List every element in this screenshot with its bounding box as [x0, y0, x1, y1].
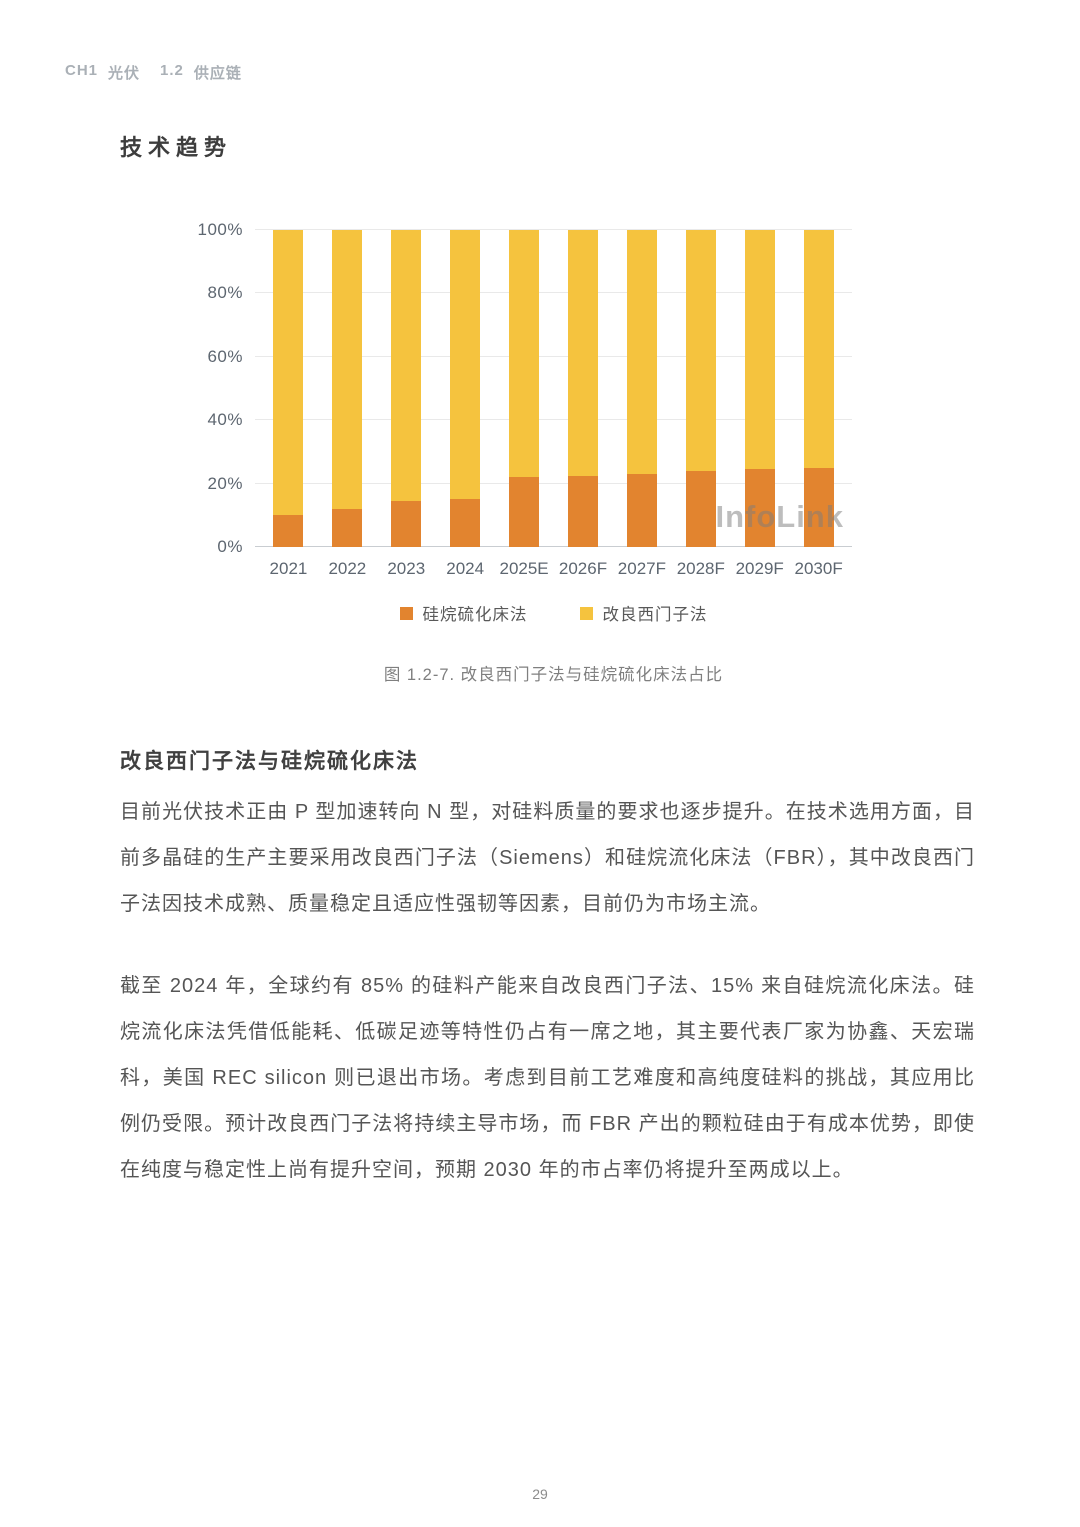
legend-label: 硅烷硫化床法	[422, 606, 528, 624]
stacked-bar-2022	[332, 230, 363, 547]
segment-siemens	[332, 230, 363, 509]
bar-2022	[318, 230, 377, 547]
segment-siemens	[567, 230, 598, 476]
breadcrumb-chapter-title: 光伏	[108, 65, 141, 82]
legend-label: 改良西门子法	[602, 606, 708, 624]
segment-fbr	[626, 474, 657, 547]
segment-siemens	[509, 230, 540, 478]
breadcrumb: CH1 光伏 1.2 供应链	[65, 62, 252, 83]
infolink-watermark: InfoLink	[715, 499, 844, 534]
segment-siemens	[391, 230, 422, 502]
segment-fbr	[391, 501, 422, 547]
page-title: 技术趋势	[120, 135, 233, 160]
x-tick-2023: 2023	[387, 559, 426, 578]
x-tick-2021: 2021	[269, 559, 308, 578]
legend-swatch-icon	[399, 606, 413, 620]
segment-siemens	[626, 230, 657, 475]
segment-siemens	[450, 230, 481, 500]
stacked-bar-2024	[450, 230, 481, 547]
segment-fbr	[273, 515, 304, 547]
bar-2023	[377, 230, 436, 547]
figure-caption: 图 1.2-7. 改良西门子法与硅烷硫化床法占比	[383, 666, 724, 684]
segment-siemens	[685, 230, 716, 471]
body-paragraph-1: 目前光伏技术正由 P 型加速转向 N 型，对硅料质量的要求也逐步提升。在技术选用…	[120, 801, 975, 915]
stacked-bar-2030F	[803, 230, 834, 547]
segment-siemens	[803, 230, 834, 468]
bars-row	[255, 230, 852, 547]
x-tick-2022: 2022	[328, 559, 367, 578]
segment-fbr	[567, 475, 598, 547]
segment-fbr	[509, 477, 540, 547]
chart-legend: 硅烷硫化床法 改良西门子法	[255, 601, 852, 625]
legend-item-0: 硅烷硫化床法	[399, 601, 528, 625]
x-axis-labels: 2021 2022 2023 2024 2025E 2026F 2027F 2028F 2029…	[255, 559, 852, 579]
breadcrumb-section-number: 1.2	[160, 62, 184, 79]
gridline-100	[255, 229, 852, 230]
x-tick-2027F: 2027F	[617, 559, 666, 578]
bar-2028F	[671, 230, 730, 547]
gridline-20	[255, 482, 852, 484]
gridline-80	[255, 292, 852, 294]
stacked-bar-2027F	[626, 230, 657, 547]
y-tick-label-80: 80%	[207, 283, 243, 303]
gridline-0	[255, 546, 852, 547]
x-tick-2028F: 2028F	[676, 559, 725, 578]
stacked-bar-2026F	[567, 230, 598, 547]
gridline-60	[255, 355, 852, 357]
plot-area: InfoLink 0% 20% 40% 60% 80% 100%	[198, 220, 852, 556]
y-tick-label-40: 40%	[207, 410, 243, 430]
x-tick-2025E: 2025E	[499, 559, 549, 578]
bar-2026F	[554, 230, 613, 547]
stacked-bar-2029F	[744, 230, 775, 547]
x-tick-2030F: 2030F	[794, 559, 843, 578]
segment-fbr	[450, 499, 481, 547]
segment-fbr	[744, 469, 775, 547]
y-tick-label-20: 20%	[207, 473, 243, 493]
x-tick-2029F: 2029F	[735, 559, 784, 578]
bar-2021	[259, 230, 318, 547]
legend-swatch-icon	[579, 606, 593, 620]
subsection-heading: 改良西门子法与硅烷硫化床法	[120, 750, 419, 773]
segment-fbr	[332, 508, 363, 547]
bar-2029F	[730, 230, 789, 547]
bar-2030F	[789, 230, 848, 547]
bar-2024	[436, 230, 495, 547]
bar-2025E	[495, 230, 554, 547]
segment-fbr	[803, 467, 834, 547]
gridline-40	[255, 419, 852, 421]
page-number: 29	[532, 1486, 548, 1502]
bar-2027F	[612, 230, 671, 547]
stacked-bar-2025E	[509, 230, 540, 547]
segment-siemens	[744, 230, 775, 470]
stacked-bar-2028F	[685, 230, 716, 547]
breadcrumb-section-title: 供应链	[193, 65, 242, 82]
stacked-bar-2021	[273, 230, 304, 547]
x-tick-2026F: 2026F	[558, 559, 608, 578]
segment-siemens	[273, 230, 304, 516]
breadcrumb-chapter: CH1	[65, 62, 99, 79]
segment-fbr	[685, 470, 716, 547]
y-tick-label-60: 60%	[207, 346, 243, 366]
y-tick-label-100: 100%	[197, 220, 243, 239]
figure-chart: InfoLink 0% 20% 40% 60% 80% 100% 2021 2022 2023…	[198, 220, 852, 685]
legend-item-1: 改良西门子法	[579, 601, 708, 625]
stacked-bar-2023	[391, 230, 422, 547]
x-tick-2024: 2024	[446, 559, 485, 578]
body-content: 改良西门子法与硅烷硫化床法 目前光伏技术正由 P 型加速转向 N 型，对硅料质量…	[120, 745, 975, 1193]
body-paragraph-2: 截至 2024 年，全球约有 85% 的硅料产能来自改良西门子法、15% 来自硅…	[120, 975, 975, 1181]
y-tick-label-0: 0%	[217, 537, 243, 556]
